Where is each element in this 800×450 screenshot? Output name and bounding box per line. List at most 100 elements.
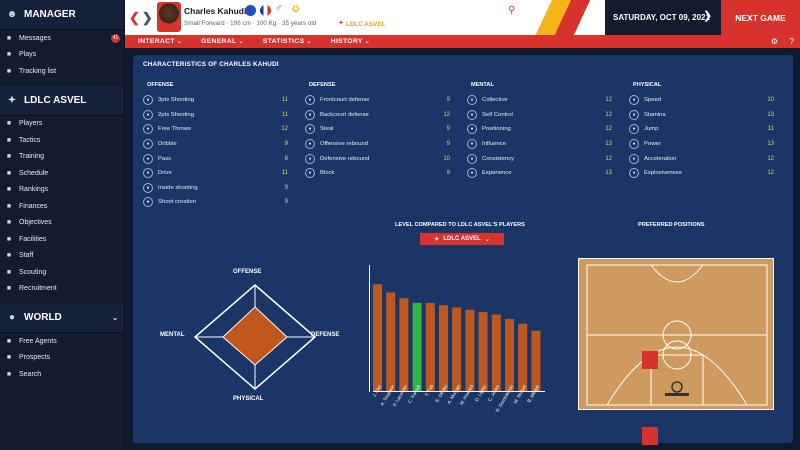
sidebar-item-recruitment[interactable]: ■ Recruitment (0, 281, 124, 298)
attribute-label: Experience (482, 170, 512, 177)
attribute-icon: ● (305, 139, 315, 150)
attribute-label: Steal (320, 126, 334, 133)
jersey-icon (642, 427, 658, 445)
attribute-icon: ● (629, 139, 639, 150)
tab-interact[interactable]: INTERACT ⌄ (138, 38, 183, 45)
chart-bar (399, 298, 409, 391)
attribute-icon: ● (629, 168, 639, 179)
chart-bar (491, 314, 501, 391)
team-select[interactable]: ✦ LDLC ASVEL ⌄ (420, 233, 504, 245)
tab-history[interactable]: HISTORY ⌄ (330, 38, 370, 45)
attribute-icon: ● (629, 153, 639, 164)
attribute-icon: ● (305, 153, 315, 164)
mail-icon: ■ (6, 34, 12, 42)
attribute-icon: ● (305, 168, 315, 179)
forward-arrow-icon[interactable]: ❯ (141, 10, 153, 25)
sidebar-item-scouting[interactable]: ■ Scouting (0, 264, 124, 281)
attribute-icon: ● (143, 168, 153, 179)
attribute-row: ● Offensive rebound 9 (305, 137, 455, 152)
sidebar-item-label: Search (19, 370, 42, 378)
sidebar-item-label: Schedule (19, 169, 49, 177)
tab-general[interactable]: GENERAL ⌄ (201, 38, 244, 45)
sidebar-item-label: Prospects (19, 354, 51, 362)
sidebar-item-messages[interactable]: ■ Messages 41 (0, 30, 124, 47)
sidebar-item-prospects[interactable]: ■ Prospects (0, 350, 124, 367)
chart-bar (505, 319, 514, 391)
next-game-button[interactable]: NEXT GAME (721, 0, 800, 35)
gear-icon[interactable]: ⚙ (770, 37, 778, 46)
attribute-value: 8 (284, 155, 288, 162)
play-icon: ■ (6, 51, 12, 59)
sidebar-item-label: Staff (19, 252, 34, 260)
attribute-row: ● Power 13 (629, 137, 779, 152)
attribute-label: Defensive rebound (320, 155, 370, 162)
attribute-icon: ● (629, 95, 639, 106)
attribute-row: ● Dribble 9 (143, 137, 293, 152)
sidebar-item-label: Finances (19, 202, 48, 210)
male-icon: ♂ (275, 3, 283, 14)
sidebar-item-label: Tracking list (19, 67, 57, 75)
sidebar-item-finances[interactable]: ■ Finances (0, 198, 124, 215)
sidebar-item-plays[interactable]: ■ Plays (0, 47, 124, 64)
chart-x-axis (373, 391, 545, 392)
sidebar-item-tactics[interactable]: ■ Tactics (0, 132, 124, 149)
chevron-down-icon: ⌄ (112, 314, 118, 322)
attribute-icon: ● (143, 109, 153, 120)
attribute-value: 12 (605, 97, 612, 104)
attribute-row: ● Self Control 12 (467, 108, 617, 123)
attribute-icon: ● (143, 139, 153, 150)
sidebar-item-tracking-list[interactable]: ■ Tracking list (0, 63, 124, 80)
objectives-icon: ■ (6, 219, 12, 227)
attribute-icon: ● (143, 124, 153, 135)
attribute-row: ● Free Throws 12 (143, 122, 293, 137)
attribute-row: ● 2pts Shooting 11 (143, 108, 293, 123)
attribute-value: 10 (443, 155, 450, 162)
team-section-header[interactable]: ✦ LDLC ASVEL (0, 85, 124, 116)
comparison-bar-chart (373, 284, 541, 391)
attribute-label: Inside shooting (158, 184, 198, 191)
attribute-row: ● Explosiveness 12 (629, 166, 779, 181)
search-icon[interactable]: ⚲ (508, 5, 516, 16)
calendar-icon: ■ (6, 169, 12, 177)
sidebar-item-objectives[interactable]: ■ Objectives (0, 215, 124, 232)
team-title: LDLC ASVEL (24, 94, 87, 106)
globe-icon: ● (8, 312, 16, 323)
sidebar-item-free-agents[interactable]: ■ Free Agents (0, 333, 124, 350)
sidebar-item-label: Rankings (19, 186, 49, 194)
attribute-value: 9 (446, 141, 450, 148)
radar-label-defense: DEFENSE (311, 332, 340, 338)
attribute-label: Power (644, 141, 661, 148)
finances-icon: ■ (6, 202, 12, 210)
sidebar-item-rankings[interactable]: ■ Rankings (0, 182, 124, 199)
attribute-icon: ● (467, 95, 477, 106)
player-team[interactable]: LDLC ASVEL (346, 21, 386, 28)
attribute-row: ● Collective 12 (467, 93, 617, 108)
sidebar-item-search[interactable]: ■ Search (0, 366, 124, 383)
sidebar-item-training[interactable]: ■ Training (0, 149, 124, 166)
back-arrow-icon[interactable]: ❮ (129, 10, 140, 25)
bookmark-icon[interactable]: ✪ (292, 4, 300, 14)
free-agents-icon: ■ (6, 337, 12, 345)
attribute-icon: ● (305, 109, 315, 120)
sidebar-item-facilities[interactable]: ■ Facilities (0, 231, 124, 248)
sidebar-item-schedule[interactable]: ■ Schedule (0, 165, 124, 182)
sidebar-item-staff[interactable]: ■ Staff (0, 248, 124, 265)
attribute-label: Speed (644, 97, 662, 104)
attribute-row: ● Drive 11 (143, 166, 293, 181)
sidebar-item-players[interactable]: ■ Players (0, 116, 124, 133)
manager-section-header[interactable]: ☻ MANAGER (0, 0, 124, 30)
tactics-icon: ■ (6, 136, 12, 144)
world-section-header[interactable]: ● WORLD ⌄ (0, 303, 124, 333)
chart-bar (425, 302, 435, 391)
chevron-right-icon[interactable]: ❯ (703, 10, 713, 22)
users-icon: ■ (6, 120, 12, 128)
attribute-value: 11 (281, 170, 288, 177)
sidebar-item-label: Objectives (19, 219, 52, 227)
attribute-value: 9 (284, 184, 288, 191)
help-icon[interactable]: ? (789, 37, 794, 46)
column-title: DEFENSE (309, 82, 336, 88)
attribute-row: ● Shoot creation 9 (143, 195, 293, 210)
tab-statistics[interactable]: STATISTICS ⌄ (262, 38, 312, 45)
jersey-icon (642, 351, 658, 369)
attribute-row: ● Pass 8 (143, 151, 293, 166)
